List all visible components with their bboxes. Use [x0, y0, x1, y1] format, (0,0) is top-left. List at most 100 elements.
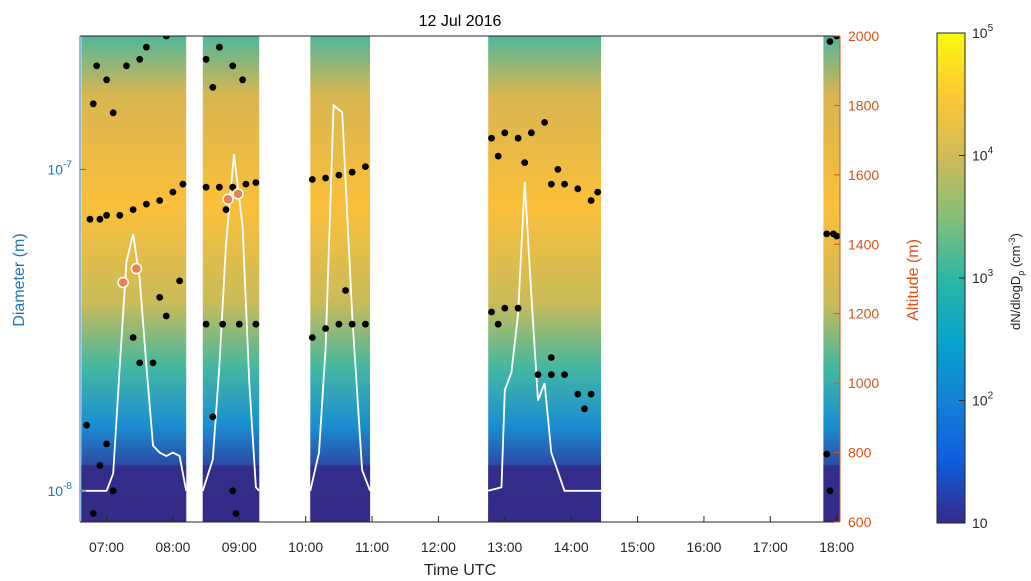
mode-point — [129, 334, 137, 341]
altitude-marker — [117, 276, 129, 289]
altitude-marker — [232, 188, 244, 200]
mode-point — [232, 510, 240, 517]
mode-point — [547, 354, 555, 361]
altitude-line-3 — [309, 103, 371, 492]
y-right-tick-label: 800 — [848, 445, 872, 461]
mode-point — [222, 206, 230, 214]
mode-point — [93, 62, 100, 70]
x-axis-title: Time UTC — [424, 562, 496, 579]
altitude-marker — [222, 193, 234, 205]
mode-point — [308, 334, 316, 341]
mode-point — [252, 179, 260, 187]
mode-point — [86, 215, 94, 223]
x-tick-label: 12:00 — [421, 539, 456, 555]
mode-point — [156, 293, 164, 301]
y-right-tick-label: 2000 — [848, 28, 879, 44]
colorbar-tick-label: 103 — [972, 268, 994, 286]
colorbar-tick-label: 10 — [972, 515, 988, 531]
mode-point — [202, 183, 210, 191]
mode-point — [521, 159, 529, 167]
heatmap-segment-low-4 — [488, 465, 602, 522]
x-tick-label: 10:00 — [288, 539, 323, 555]
mode-point — [494, 152, 502, 160]
colorbar-tick-label: 105 — [972, 23, 994, 41]
mode-point — [823, 450, 831, 458]
mode-point — [179, 180, 187, 188]
x-tick-label: 18:00 — [819, 539, 854, 555]
y-right-axis-title: Altitude (m) — [905, 239, 922, 321]
mode-point — [209, 413, 217, 421]
mode-point — [103, 211, 110, 219]
plot-area — [80, 36, 840, 522]
mode-point — [488, 308, 495, 316]
x-tick-label: 07:00 — [89, 539, 124, 555]
mode-point — [581, 405, 588, 413]
mode-point — [229, 487, 237, 495]
y-right-tick-label: 600 — [848, 514, 872, 530]
mode-point — [342, 287, 349, 294]
y-right-tick-label: 1800 — [848, 97, 879, 113]
altitude-marker — [130, 262, 143, 275]
heatmap-segment-low-3 — [310, 465, 371, 522]
y-left-tick-label: 10-7 — [48, 159, 73, 177]
mode-point — [242, 180, 250, 188]
x-tick-label: 16:00 — [686, 539, 721, 555]
colorbar-title: dN/dlogDp (cm-3) — [1007, 233, 1026, 330]
mode-point — [96, 462, 104, 469]
mode-point — [162, 36, 170, 40]
heatmap-segment-4 — [488, 36, 602, 522]
mode-point — [574, 390, 582, 398]
mode-point — [229, 62, 237, 70]
mode-point — [494, 320, 502, 328]
mode-point — [587, 197, 595, 204]
mode-point — [561, 371, 568, 378]
mode-point — [501, 304, 509, 312]
x-tick-label: 17:00 — [753, 539, 788, 555]
colorbar-title-sub: p — [1016, 271, 1026, 276]
mode-point — [89, 100, 97, 108]
mode-point — [561, 180, 568, 188]
mode-point — [149, 359, 157, 367]
mode-point — [143, 43, 150, 51]
mode-point — [109, 487, 117, 495]
mode-point — [501, 129, 509, 137]
mode-point — [156, 197, 164, 204]
colorbar-units-sup: -3 — [1007, 237, 1017, 245]
mode-point — [335, 320, 343, 328]
mode-point — [235, 320, 243, 328]
x-tick-label: 13:00 — [487, 539, 522, 555]
altitude-line-1 — [81, 233, 188, 492]
mode-point — [335, 171, 343, 179]
mode-point — [136, 359, 144, 367]
y-right-tick-label: 1200 — [848, 306, 879, 322]
altitude-line-2 — [201, 153, 260, 492]
mode-point — [252, 320, 260, 328]
x-tick-label: 08:00 — [155, 539, 190, 555]
heatmap-segment-1 — [81, 36, 187, 522]
mode-point — [216, 183, 223, 191]
mode-point — [322, 174, 329, 182]
mode-point — [116, 211, 124, 219]
colorbar-tick-label: 102 — [972, 391, 994, 409]
mode-point — [322, 325, 329, 332]
mode-point — [594, 188, 602, 196]
colorbar-units-open: (cm — [1008, 245, 1023, 267]
mode-point — [169, 188, 177, 196]
altitude-line-4 — [487, 181, 601, 492]
mode-point — [229, 183, 237, 191]
mode-point — [826, 487, 834, 495]
mode-point — [239, 76, 247, 84]
mode-point — [833, 36, 840, 40]
mode-point — [123, 62, 130, 70]
mode-point — [574, 185, 582, 193]
colorbar-units-close: ) — [1008, 233, 1023, 237]
mode-point — [348, 320, 356, 328]
mode-point — [833, 232, 840, 240]
mode-point — [826, 38, 834, 45]
mode-point — [103, 76, 110, 84]
mode-point — [109, 109, 117, 117]
mode-point — [488, 134, 495, 142]
y-left-axis-title: Diameter (m) — [11, 233, 28, 326]
mode-point — [587, 390, 595, 398]
